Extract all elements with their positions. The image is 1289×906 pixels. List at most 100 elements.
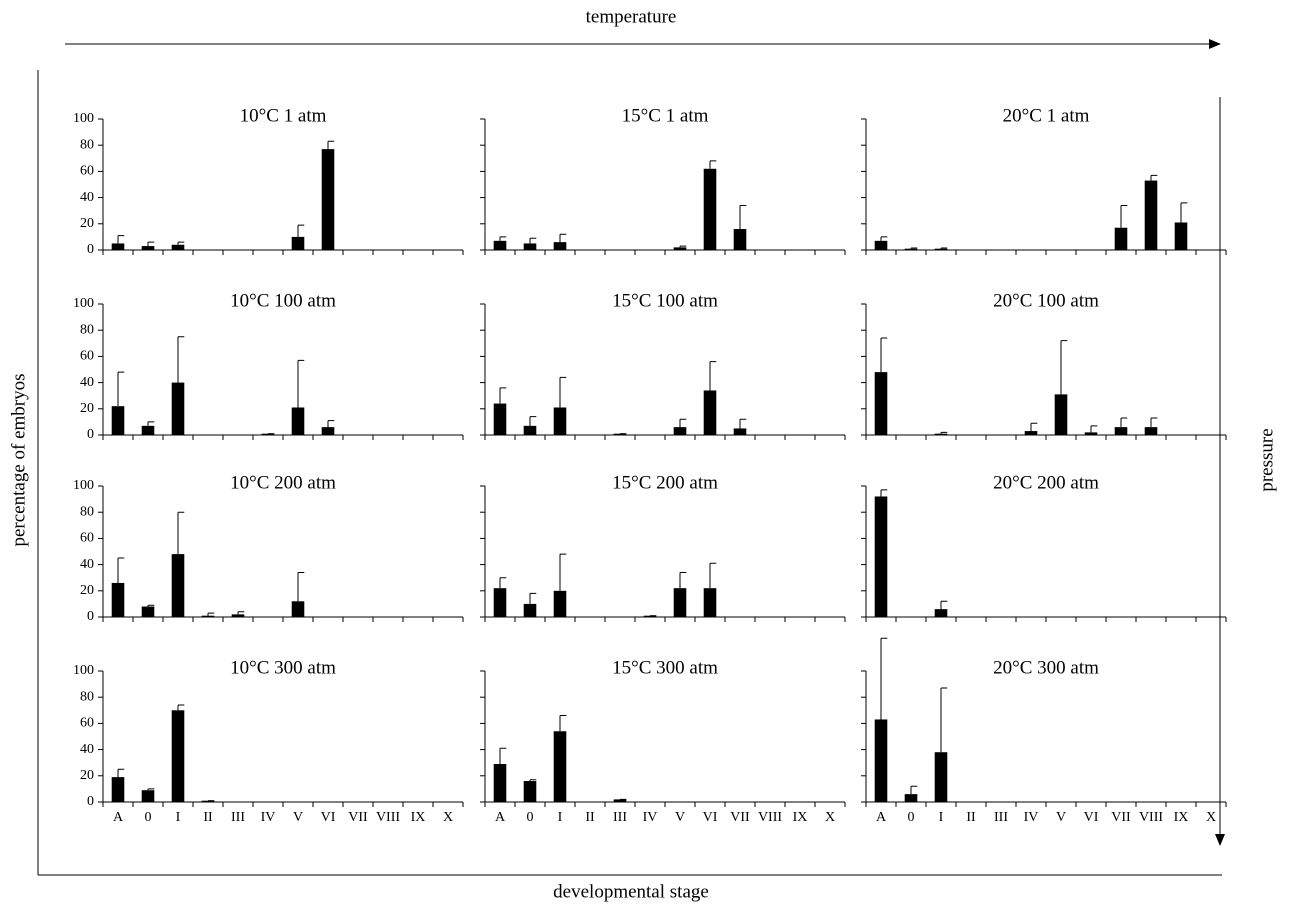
error-bar bbox=[1120, 417, 1128, 428]
bar bbox=[141, 246, 155, 250]
x-tick-label: X bbox=[825, 810, 835, 825]
error-bar bbox=[679, 245, 687, 248]
error-bar bbox=[177, 241, 185, 245]
y-tick-label: 80 bbox=[80, 322, 94, 337]
bar bbox=[111, 582, 125, 617]
y-tick-label: 0 bbox=[87, 794, 94, 809]
bar bbox=[1114, 427, 1128, 435]
x-tick-label: VII bbox=[348, 810, 368, 825]
y-tick-label: 40 bbox=[80, 557, 94, 572]
pressure-label: pressure bbox=[1256, 428, 1277, 491]
chart-title: 20°C 1 atm bbox=[1003, 105, 1090, 126]
x-tick-label: III bbox=[613, 810, 627, 825]
y-tick-label: 100 bbox=[73, 296, 94, 311]
x-tick-label: VI bbox=[1084, 810, 1099, 825]
y-tick-label: 0 bbox=[87, 242, 94, 257]
bar bbox=[733, 428, 747, 435]
x-tick-label: IX bbox=[1174, 810, 1189, 825]
y-tick-label: 60 bbox=[80, 531, 94, 546]
chart-title: 15°C 200 atm bbox=[612, 472, 718, 493]
bar bbox=[703, 588, 717, 617]
error-bar bbox=[327, 420, 335, 428]
bar bbox=[111, 777, 125, 802]
error-bar bbox=[117, 235, 125, 244]
bar bbox=[553, 407, 567, 435]
bar bbox=[171, 554, 185, 617]
y-tick-label: 40 bbox=[80, 742, 94, 757]
chart-title: 15°C 300 atm bbox=[612, 657, 718, 678]
y-tick-label: 20 bbox=[80, 768, 94, 783]
bar bbox=[141, 790, 155, 802]
x-tick-label: A bbox=[495, 810, 506, 825]
bar bbox=[523, 425, 537, 435]
bar bbox=[111, 406, 125, 435]
bar bbox=[493, 588, 507, 617]
bar bbox=[904, 794, 918, 802]
bar bbox=[673, 247, 687, 250]
bar bbox=[934, 752, 948, 802]
error-bar bbox=[117, 371, 125, 407]
y-tick-label: 40 bbox=[80, 190, 94, 205]
bar bbox=[733, 229, 747, 250]
bar bbox=[171, 244, 185, 250]
x-tick-label: VI bbox=[321, 810, 336, 825]
bar bbox=[1144, 427, 1158, 435]
error-bar bbox=[940, 247, 948, 249]
bar bbox=[934, 248, 948, 250]
error-bar bbox=[147, 421, 155, 426]
bar bbox=[643, 615, 657, 617]
y-tick-label: 20 bbox=[80, 401, 94, 416]
error-bar bbox=[559, 553, 567, 591]
error-bar bbox=[940, 431, 948, 434]
chart-title: 20°C 300 atm bbox=[993, 657, 1099, 678]
bar bbox=[1054, 394, 1068, 435]
bar bbox=[111, 243, 125, 250]
bar bbox=[201, 615, 215, 617]
bar bbox=[673, 588, 687, 617]
x-tick-label: VII bbox=[1111, 810, 1131, 825]
error-bar bbox=[499, 387, 507, 404]
error-bar bbox=[327, 140, 335, 150]
error-bar bbox=[147, 604, 155, 607]
x-tick-label: A bbox=[113, 810, 124, 825]
y-tick-label: 80 bbox=[80, 689, 94, 704]
error-bar bbox=[940, 687, 948, 753]
x-tick-label: II bbox=[203, 810, 213, 825]
chart-title: 10°C 300 atm bbox=[230, 657, 336, 678]
bar bbox=[553, 590, 567, 617]
y-axis-label: percentage of embryos bbox=[8, 373, 29, 546]
x-tick-label: X bbox=[1206, 810, 1216, 825]
temperature-label: temperature bbox=[586, 6, 677, 27]
error-bar bbox=[880, 337, 888, 373]
x-tick-label: IV bbox=[261, 810, 276, 825]
y-tick-label: 0 bbox=[87, 427, 94, 442]
bar bbox=[291, 601, 305, 617]
bar bbox=[934, 433, 948, 435]
bar bbox=[613, 799, 627, 802]
bar bbox=[493, 403, 507, 435]
bar bbox=[553, 242, 567, 250]
bar bbox=[141, 606, 155, 617]
y-tick-label: 60 bbox=[80, 349, 94, 364]
bar bbox=[171, 382, 185, 435]
error-bar bbox=[297, 571, 305, 602]
x-tick-label: IX bbox=[793, 810, 808, 825]
error-bar bbox=[679, 571, 687, 589]
bar bbox=[613, 433, 627, 435]
chart-title: 10°C 100 atm bbox=[230, 290, 336, 311]
error-bar bbox=[1030, 422, 1038, 432]
error-bar bbox=[910, 785, 918, 795]
x-tick-label: 0 bbox=[527, 810, 534, 825]
error-bar bbox=[529, 416, 537, 426]
bar bbox=[874, 372, 888, 435]
error-bar bbox=[1150, 417, 1158, 428]
x-tick-label: VIII bbox=[758, 810, 782, 825]
error-bar bbox=[1150, 174, 1158, 181]
bar bbox=[523, 603, 537, 617]
y-tick-label: 20 bbox=[80, 583, 94, 598]
chart-title: 15°C 100 atm bbox=[612, 290, 718, 311]
bar bbox=[493, 764, 507, 802]
chart-title: 20°C 100 atm bbox=[993, 290, 1099, 311]
x-tick-label: II bbox=[966, 810, 976, 825]
chart-title: 15°C 1 atm bbox=[622, 105, 709, 126]
